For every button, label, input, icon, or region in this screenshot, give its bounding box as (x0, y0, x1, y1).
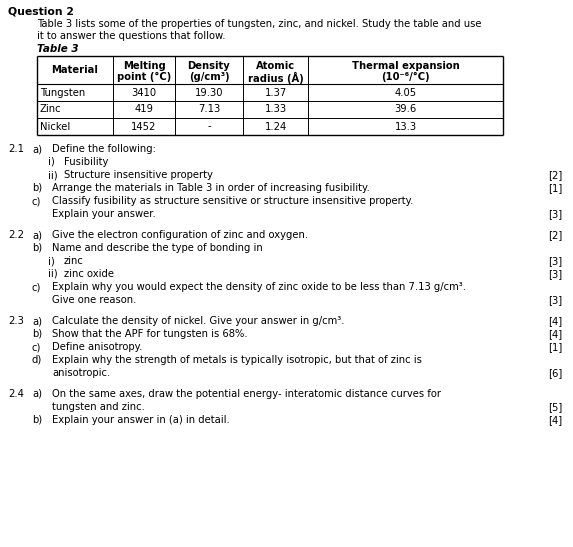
Text: Structure insensitive property: Structure insensitive property (64, 170, 213, 180)
Text: anisotropic.: anisotropic. (52, 368, 110, 378)
Text: (10⁻⁶/°C): (10⁻⁶/°C) (381, 72, 430, 82)
Text: 19.30: 19.30 (195, 88, 223, 97)
Text: b): b) (32, 329, 42, 339)
Text: 13.3: 13.3 (394, 121, 417, 131)
Text: Explain why the strength of metals is typically isotropic, but that of zinc is: Explain why the strength of metals is ty… (52, 355, 422, 365)
Text: 1.37: 1.37 (264, 88, 286, 97)
Text: a): a) (32, 230, 42, 240)
Text: i): i) (48, 157, 55, 167)
Text: Define the following:: Define the following: (52, 144, 156, 154)
Text: Give the electron configuration of zinc and oxygen.: Give the electron configuration of zinc … (52, 230, 308, 240)
Text: a): a) (32, 316, 42, 326)
Text: tungsten and zinc.: tungsten and zinc. (52, 402, 145, 412)
Text: Name and describe the type of bonding in: Name and describe the type of bonding in (52, 243, 263, 253)
Text: [2]: [2] (548, 230, 562, 240)
Text: it to answer the questions that follow.: it to answer the questions that follow. (37, 31, 226, 41)
Text: [4]: [4] (548, 316, 562, 326)
Text: [4]: [4] (548, 329, 562, 339)
Text: ii): ii) (48, 170, 58, 180)
Text: [2]: [2] (548, 170, 562, 180)
Text: Calculate the density of nickel. Give your answer in g/cm³.: Calculate the density of nickel. Give yo… (52, 316, 344, 326)
Text: Fusibility: Fusibility (64, 157, 108, 167)
Text: 1452: 1452 (131, 121, 156, 131)
Text: Give one reason.: Give one reason. (52, 295, 136, 305)
Text: zinc oxide: zinc oxide (64, 269, 114, 279)
Text: Density: Density (187, 61, 230, 71)
Text: 3410: 3410 (131, 88, 156, 97)
Text: Nickel: Nickel (40, 121, 70, 131)
Text: 2.1: 2.1 (8, 144, 24, 154)
Text: Explain your answer.: Explain your answer. (52, 209, 156, 219)
Text: 1.24: 1.24 (264, 121, 286, 131)
Text: (g/cm³): (g/cm³) (189, 72, 229, 82)
Text: ii): ii) (48, 269, 58, 279)
Text: [4]: [4] (548, 415, 562, 425)
Text: i): i) (48, 256, 55, 266)
Text: c): c) (32, 342, 41, 352)
Text: On the same axes, draw the potential energy- interatomic distance curves for: On the same axes, draw the potential ene… (52, 389, 441, 399)
Text: Explain your answer in (a) in detail.: Explain your answer in (a) in detail. (52, 415, 230, 425)
Text: Arrange the materials in Table 3 in order of increasing fusibility.: Arrange the materials in Table 3 in orde… (52, 183, 370, 193)
Text: [5]: [5] (548, 402, 562, 412)
Text: a): a) (32, 389, 42, 399)
Text: Thermal expansion: Thermal expansion (352, 61, 460, 71)
Text: c): c) (32, 282, 41, 292)
Text: zinc: zinc (64, 256, 84, 266)
Text: [1]: [1] (548, 342, 562, 352)
Text: -: - (207, 121, 211, 131)
Text: Define anisotropy.: Define anisotropy. (52, 342, 142, 352)
Text: [6]: [6] (548, 368, 562, 378)
Text: a): a) (32, 144, 42, 154)
Text: 2.4: 2.4 (8, 389, 24, 399)
Text: b): b) (32, 243, 42, 253)
Text: c): c) (32, 196, 41, 206)
Text: [3]: [3] (548, 209, 562, 219)
Text: [3]: [3] (548, 295, 562, 305)
Text: Table 3 lists some of the properties of tungsten, zinc, and nickel. Study the ta: Table 3 lists some of the properties of … (37, 19, 481, 29)
Text: 7.13: 7.13 (198, 104, 220, 114)
Text: Question 2: Question 2 (8, 7, 74, 17)
Text: 419: 419 (135, 104, 154, 114)
Text: 39.6: 39.6 (394, 104, 417, 114)
Text: [3]: [3] (548, 256, 562, 266)
Text: Melting: Melting (123, 61, 166, 71)
Text: Material: Material (52, 65, 99, 75)
Text: Classify fusibility as structure sensitive or structure insensitive property.: Classify fusibility as structure sensiti… (52, 196, 413, 206)
Text: 1.33: 1.33 (264, 104, 286, 114)
Text: Zinc: Zinc (40, 104, 62, 114)
Text: Show that the APF for tungsten is 68%.: Show that the APF for tungsten is 68%. (52, 329, 248, 339)
Text: Table 3: Table 3 (37, 44, 79, 54)
Text: b): b) (32, 183, 42, 193)
Text: Tungsten: Tungsten (40, 88, 85, 97)
Text: 2.2: 2.2 (8, 230, 24, 240)
Text: [3]: [3] (548, 269, 562, 279)
Text: Atomic: Atomic (256, 61, 295, 71)
Text: b): b) (32, 415, 42, 425)
Text: d): d) (32, 355, 42, 365)
Text: 4.05: 4.05 (394, 88, 417, 97)
Text: radius (Å): radius (Å) (248, 72, 303, 84)
Text: point (°C): point (°C) (117, 72, 171, 82)
Text: [1]: [1] (548, 183, 562, 193)
Text: Explain why you would expect the density of zinc oxide to be less than 7.13 g/cm: Explain why you would expect the density… (52, 282, 466, 292)
Text: 2.3: 2.3 (8, 316, 24, 326)
